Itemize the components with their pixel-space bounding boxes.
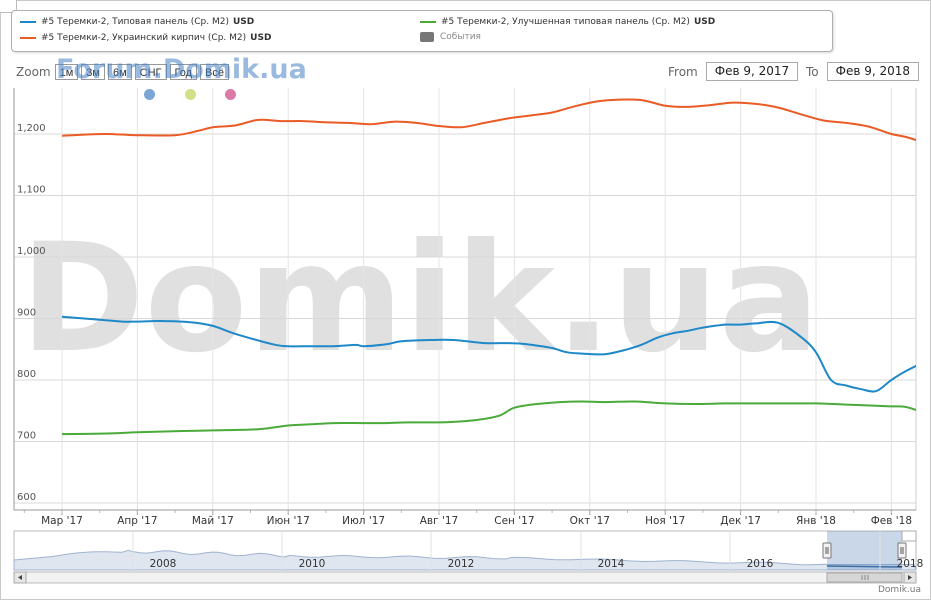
legend-swatch-ukrainian-brick <box>20 37 36 39</box>
zoom-button-3m[interactable]: 3м <box>81 64 105 80</box>
navigator-year-label: 2014 <box>598 558 625 570</box>
x-tick-label: Май '17 <box>192 515 234 527</box>
zoom-button-6m[interactable]: 6м <box>107 64 132 80</box>
navigator-handle[interactable] <box>822 542 832 559</box>
zoom-button-1y[interactable]: Год <box>169 64 198 80</box>
legend-item-typical-panel[interactable]: #5 Теремки-2, Типовая панель (Ср. М2) US… <box>20 17 254 27</box>
legend-unit: USD <box>250 33 272 43</box>
x-tick-label: Апр '17 <box>117 515 157 527</box>
legend-label: #5 Теремки-2, Украинский кирпич (Ср. М2) <box>41 33 247 43</box>
legend-item-improved-panel[interactable]: #5 Теремки-2, Улучшенная типовая панель … <box>420 17 715 27</box>
zoom-button-ytd[interactable]: СНГ <box>134 64 167 80</box>
event-dot[interactable] <box>144 89 155 100</box>
x-tick-label: Дек '17 <box>720 515 761 527</box>
range-from-label: From <box>668 64 698 79</box>
navigator-selection-line <box>826 565 903 568</box>
navigator-year-label: 2018 <box>897 558 924 570</box>
y-tick-label: 1,200 <box>17 123 46 134</box>
legend-item-events[interactable]: События <box>420 32 481 42</box>
zoom-label: Zoom <box>16 65 51 79</box>
legend-label: #5 Теремки-2, Улучшенная типовая панель … <box>441 17 690 27</box>
navigator-selection[interactable] <box>827 531 902 570</box>
y-tick-label: 700 <box>17 431 36 442</box>
legend-label: #5 Теремки-2, Типовая панель (Ср. М2) <box>41 17 229 27</box>
watermark-domik: Domik.ua <box>20 212 820 386</box>
scrollbar-track[interactable] <box>13 571 917 584</box>
range-to: To Фев 9, 2018 <box>806 62 920 81</box>
navigator-area <box>13 549 917 571</box>
navigator-year-label: 2016 <box>747 558 774 570</box>
legend-swatch-events <box>420 32 434 42</box>
range-to-label: To <box>806 64 819 79</box>
legend-swatch-improved-panel <box>420 21 436 23</box>
zoom-bar: Zoom 1м 3м 6м СНГ Год Всё <box>16 62 232 82</box>
navigator-year-label: 2012 <box>448 558 475 570</box>
event-dot[interactable] <box>185 89 196 100</box>
range-from-input[interactable]: Фев 9, 2017 <box>705 62 799 81</box>
legend-item-ukrainian-brick[interactable]: #5 Теремки-2, Украинский кирпич (Ср. М2)… <box>20 33 271 43</box>
legend-label: События <box>440 32 481 42</box>
x-tick-label: Фев '18 <box>871 515 912 527</box>
corner-tab <box>0 0 17 13</box>
x-tick-label: Ноя '17 <box>645 515 685 527</box>
legend-swatch-typical-panel <box>20 21 36 23</box>
x-tick-label: Окт '17 <box>570 515 610 527</box>
series-line-improved-panel[interactable] <box>61 400 925 436</box>
chevron-left-icon <box>18 575 22 580</box>
x-tick-label: Авг '17 <box>420 515 458 527</box>
navigator-year-label: 2010 <box>299 558 326 570</box>
x-tick-label: Сен '17 <box>494 515 534 527</box>
navigator-handle[interactable] <box>897 542 907 559</box>
series-line-ukrainian-brick[interactable] <box>61 98 925 143</box>
legend-unit: USD <box>233 17 255 27</box>
y-tick-label: 600 <box>17 492 36 503</box>
series-line-typical-panel[interactable] <box>61 315 925 393</box>
range-from: From Фев 9, 2017 <box>668 62 799 81</box>
navigator-year-label: 2008 <box>150 558 177 570</box>
y-tick-label: 900 <box>17 308 36 319</box>
x-tick-label: Мар '17 <box>41 515 83 527</box>
event-dot[interactable] <box>225 89 236 100</box>
chevron-right-icon <box>908 575 912 580</box>
y-tick-label: 1,000 <box>17 246 46 257</box>
legend-unit: USD <box>693 17 716 27</box>
x-tick-label: Июн '17 <box>267 515 310 527</box>
x-tick-label: Янв '18 <box>796 515 836 527</box>
zoom-button-all[interactable]: Всё <box>200 64 229 80</box>
navigator-corner <box>901 530 917 542</box>
range-to-input[interactable]: Фев 9, 2018 <box>826 62 920 81</box>
y-tick-label: 1,100 <box>17 185 46 196</box>
zoom-button-1m[interactable]: 1м <box>54 64 79 80</box>
footer-credit: Domik.ua <box>878 585 921 595</box>
legend: #5 Теремки-2, Типовая панель (Ср. М2) US… <box>11 10 833 52</box>
y-tick-label: 800 <box>17 369 36 380</box>
x-tick-label: Июл '17 <box>342 515 385 527</box>
